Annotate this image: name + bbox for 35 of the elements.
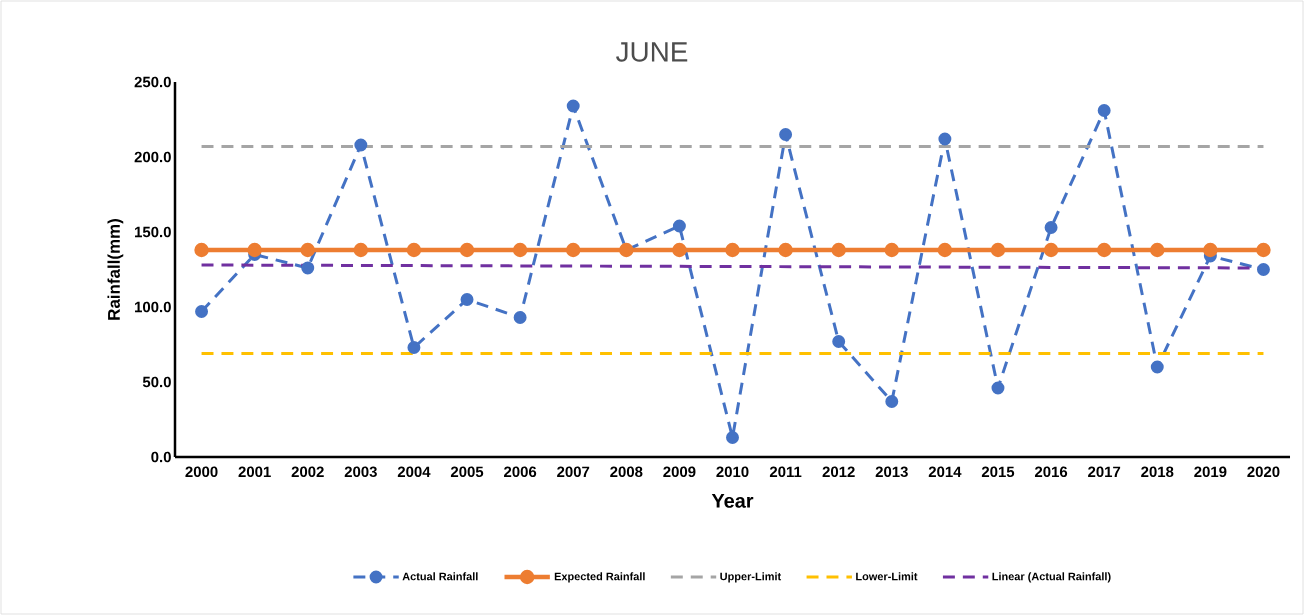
y-axis-title: Rainfall(mm): [107, 219, 124, 320]
y-tick-label: 100.0: [135, 301, 171, 313]
x-tick-label: 2016: [1034, 466, 1068, 478]
x-tick-label: 2009: [663, 466, 696, 478]
x-tick-label: 2010: [716, 466, 749, 478]
x-tick-label: 2018: [1141, 466, 1174, 478]
legend-label: Lower-Limit: [856, 572, 918, 581]
legend-label: Linear (Actual Rainfall): [992, 572, 1111, 583]
x-tick-label: 2006: [504, 466, 537, 478]
x-tick-label: 2015: [981, 466, 1015, 478]
x-tick-label: 2014: [928, 466, 962, 478]
chart-title: JUNE: [616, 42, 688, 62]
y-tick-label: 250.0: [134, 76, 171, 88]
x-tick-label: 2013: [875, 466, 908, 478]
x-tick-label: 2008: [610, 466, 643, 478]
x-tick-label: 2000: [185, 466, 218, 478]
y-tick-label: 200.0: [134, 151, 171, 163]
x-tick-label: 2017: [1088, 466, 1121, 478]
x-tick-label: 2003: [344, 466, 377, 478]
x-axis-title: Year: [711, 493, 754, 508]
x-tick-label: 2007: [557, 466, 590, 478]
x-tick-label: 2012: [822, 466, 855, 478]
x-tick-label: 2005: [450, 466, 484, 478]
legend-label: Actual Rainfall: [402, 572, 478, 581]
x-tick-label: 2001: [238, 466, 271, 478]
x-tick-label: 2019: [1194, 466, 1227, 478]
x-tick-label: 2011: [769, 466, 802, 478]
legend-label: Upper-Limit: [720, 572, 782, 583]
x-tick-label: 2020: [1247, 466, 1280, 478]
y-tick-label: 50.0: [142, 376, 171, 388]
x-tick-label: 2004: [397, 466, 431, 478]
legend-label: Expected Rainfall: [554, 572, 645, 583]
x-tick-label: 2002: [291, 466, 324, 478]
y-tick-label: 0.0: [151, 451, 171, 463]
y-tick-label: 150.0: [135, 226, 171, 238]
